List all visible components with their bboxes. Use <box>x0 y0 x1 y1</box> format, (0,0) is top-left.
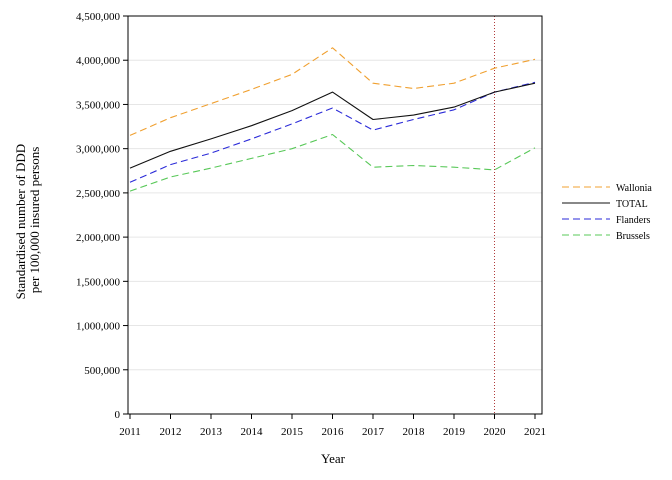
series-group <box>129 47 536 192</box>
legend-label-flanders: Flanders <box>616 215 651 226</box>
x-tick-label: 2016 <box>322 426 345 438</box>
x-tick-label: 2018 <box>403 426 426 438</box>
x-tick-label: 2020 <box>484 426 507 438</box>
legend-label-brussels: Brussels <box>616 231 650 242</box>
x-tick-label: 2015 <box>281 426 304 438</box>
y-axis-title-line-2: per 100,000 insured persons <box>27 147 42 294</box>
y-axis: 0 500,000 1,000,000 1,500,000 2,000,000 2,500… <box>76 11 128 421</box>
y-tick-label: 1,000,000 <box>76 321 121 333</box>
plot-frame <box>127 15 543 415</box>
y-tick-label: 2,500,000 <box>76 188 121 200</box>
x-tick-label: 2011 <box>119 426 141 438</box>
series-line-wallonia <box>129 47 536 136</box>
gridlines <box>128 59 542 371</box>
y-tick-label: 0 <box>115 409 121 421</box>
y-axis-title-line-1: Standardised number of DDD <box>13 144 28 300</box>
x-tick-label: 2013 <box>200 426 223 438</box>
y-tick-label: 3,000,000 <box>76 144 121 156</box>
y-tick-label: 4,000,000 <box>76 55 121 67</box>
legend-label-wallonia: Wallonia <box>616 183 652 194</box>
series-line-total <box>129 82 536 169</box>
y-tick-label: 3,500,000 <box>76 99 121 111</box>
legend: Wallonia TOTAL Flanders Brussels <box>562 183 652 242</box>
x-tick-label: 2014 <box>241 426 264 438</box>
x-tick-label: 2019 <box>443 426 466 438</box>
series-line-flanders <box>129 81 536 183</box>
series-line-brussels <box>129 133 536 192</box>
x-tick-label: 2012 <box>160 426 182 438</box>
y-tick-label: 1,500,000 <box>76 276 121 288</box>
x-tick-label: 2021 <box>524 426 546 438</box>
y-axis-title: Standardised number of DDD per 100,000 i… <box>13 141 42 300</box>
x-tick-label: 2017 <box>362 426 385 438</box>
y-tick-label: 4,500,000 <box>76 11 121 23</box>
x-axis-title: Year <box>321 451 346 466</box>
y-tick-label: 2,000,000 <box>76 232 121 244</box>
legend-label-total: TOTAL <box>616 199 648 210</box>
y-tick-label: 500,000 <box>84 365 120 377</box>
x-axis: 2011 2012 2013 2014 2015 2016 2017 2018 2019 2020… <box>119 414 546 438</box>
